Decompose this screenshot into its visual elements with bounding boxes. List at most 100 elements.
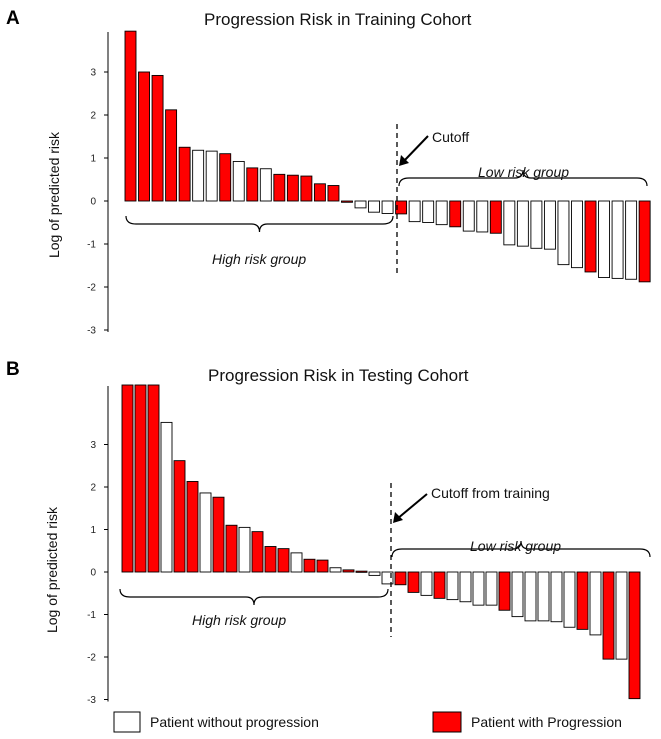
panel-b-bar [147, 384, 160, 573]
panel-b-bar [602, 571, 615, 660]
panel-a-plot: -3 -2 -1 0 1 2 3 [87, 30, 651, 337]
panel-a-bar [327, 185, 340, 202]
panel-b-bar [511, 571, 524, 618]
panel-b-bar [420, 571, 433, 596]
panel-a-bar [354, 200, 367, 209]
panel-b-bar [342, 569, 355, 573]
panel-b-bar [134, 384, 147, 573]
panel-a-bar [381, 200, 394, 214]
panel-a-bar [516, 200, 529, 247]
panel-b-bar [355, 570, 368, 573]
panel-a-bar [598, 200, 610, 278]
panel-a-bar [368, 200, 380, 213]
panel-a-bar [124, 30, 137, 202]
panel-a-high-risk-label: High risk group [212, 251, 306, 267]
panel-b-title: Progression Risk in Testing Cohort [208, 366, 469, 385]
panel-a-cutoff-arrow [402, 135, 429, 163]
panel-a-bar [178, 146, 191, 202]
panel-b-bar [472, 571, 485, 606]
panel-b-bar [589, 571, 602, 636]
panel-b-bar [550, 571, 563, 623]
legend-swatch-with [432, 711, 462, 733]
panel-a-bar [232, 160, 245, 202]
panel-b-bar [446, 571, 459, 601]
panel-b-bar [199, 492, 212, 573]
panel-b-bar [121, 384, 134, 573]
panel-a-bar [462, 200, 475, 232]
panel-b-bar [394, 571, 407, 586]
panel-a-bar [557, 200, 570, 266]
panel-a-bar [341, 200, 353, 203]
panel-b-bar [212, 496, 225, 573]
panel-a-title: Progression Risk in Training Cohort [204, 10, 472, 29]
panel-b-cutoff-arrowhead [393, 512, 403, 523]
panel-b-bar [407, 571, 420, 593]
panel-b-bar [225, 524, 238, 573]
legend-swatch-without [113, 711, 141, 733]
panel-a-bar [543, 200, 556, 250]
panel-a-bar [435, 200, 448, 226]
panel-a-bar [138, 71, 150, 202]
panel-a-bar [246, 167, 259, 202]
panel-a-bar [408, 200, 421, 223]
panel-b-y-tick-label: 3 [90, 440, 96, 451]
panel-a-bar [286, 174, 299, 202]
panel-a-bar [313, 183, 326, 202]
panel-a-y-tick-label: 3 [90, 68, 96, 79]
panel-a-ylabel: Log of predicted risk [46, 131, 62, 258]
panel-a-bar [165, 109, 178, 202]
panel-b-y-tick-label: 1 [90, 525, 96, 536]
panel-b-bar [537, 571, 550, 622]
panel-b-bar [576, 571, 589, 630]
panel-b-low-risk-label: Low risk group [470, 538, 561, 554]
panel-a-bar [584, 200, 597, 273]
panel-a-y-tick-label: -3 [87, 326, 96, 337]
panel-b-low-risk-brace [391, 540, 651, 558]
panel-a-bar [625, 200, 638, 280]
panel-b-label: B [6, 359, 20, 380]
panel-b-y-tick-label: -1 [87, 610, 96, 621]
panel-b-bar [368, 571, 381, 576]
panel-b-bar [615, 571, 628, 660]
panel-a-low-risk-label: Low risk group [478, 164, 569, 180]
panel-b-y-tick-label: 2 [90, 483, 96, 494]
panel-b-bar [459, 571, 472, 603]
panel-a-label: A [6, 8, 20, 29]
panel-b-bar [238, 526, 251, 573]
panel-b-bar [498, 571, 511, 611]
panel-b-bar [173, 460, 186, 573]
panel-b-y-tick-label: 0 [90, 568, 96, 579]
panel-a-bar [530, 200, 543, 249]
panel-a-bar [273, 173, 286, 202]
panel-a-bar [259, 168, 272, 202]
panel-a-bar [503, 200, 516, 246]
panel-b-high-risk-brace [119, 588, 389, 606]
panel-b-bar [264, 546, 277, 573]
panel-b-bar [290, 552, 303, 573]
panel-b-high-risk-label: High risk group [192, 612, 286, 628]
panel-b-cutoff-label: Cutoff from training [431, 485, 550, 501]
panel-b-bar [485, 571, 498, 606]
panel-b-bar [563, 571, 576, 628]
panel-b-bar [628, 571, 641, 700]
panel-b-bar [160, 421, 173, 573]
panel-a-bar [205, 150, 218, 202]
panel-a-bar [476, 200, 489, 233]
panel-a-bar [151, 74, 164, 202]
panel-b-bar [524, 571, 537, 622]
panel-a-bar [611, 200, 624, 279]
panel-a-bar [300, 175, 313, 202]
panel-b-y-tick-label: -3 [87, 695, 96, 706]
panel-a-bar [422, 200, 435, 223]
panel-a-bar [395, 200, 408, 215]
panel-b-y-tick-label: -2 [87, 653, 96, 664]
panel-a-y-tick-label: -2 [87, 283, 96, 294]
panel-a-y-tick-label: 0 [90, 197, 96, 208]
panel-a-y-tick-label: 1 [90, 154, 96, 165]
panel-b-bar [186, 481, 199, 573]
panel-b-bar [251, 531, 264, 573]
panel-b-cutoff-arrow [396, 493, 428, 520]
panel-b-bar [381, 571, 394, 585]
panel-a-bar [449, 200, 462, 228]
